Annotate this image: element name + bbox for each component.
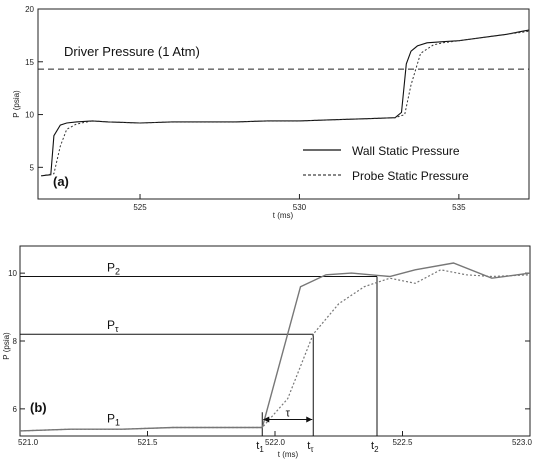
legend-probe-label: Probe Static Pressure	[352, 169, 469, 183]
panel-b-x-tick-label: 523.0	[512, 438, 533, 447]
panel-b-y-ticks: 6 8 10	[8, 269, 530, 414]
panel-a-y-tick-label: 5	[30, 163, 35, 172]
panel-b-probe-static-line	[19, 269, 531, 432]
panel-a-probe-static-line	[41, 30, 530, 177]
panel-b-x-tick-label: 521.0	[18, 438, 39, 447]
panel-b-x-axis-label: t (ms)	[278, 450, 299, 459]
panel-a-y-tick-label: 15	[25, 58, 34, 67]
panel-a-x-tick-label: 530	[293, 203, 307, 212]
time-mark-label: t1	[256, 440, 264, 454]
time-mark-label: t2	[371, 440, 379, 454]
panel-b-label: (b)	[30, 400, 47, 415]
tau-arrow-head-left	[263, 416, 270, 423]
panel-b-y-tick-label: 10	[8, 269, 17, 278]
panel-b-x-tick-label: 522.0	[265, 438, 286, 447]
time-mark-label: tτ	[307, 440, 314, 454]
legend: Wall Static Pressure Probe Static Pressu…	[303, 144, 469, 183]
level-label: P2	[107, 261, 120, 277]
panel-b-x-ticks: 521.0 521.5 522.0 522.5 523.0	[18, 431, 533, 447]
panel-a-x-ticks: 525 530 535	[133, 194, 466, 212]
panel-a-y-ticks: 5 10 15 20	[25, 5, 43, 172]
panel-a-label: (a)	[53, 174, 69, 189]
level-label: Pτ	[107, 318, 119, 334]
panel-a-x-axis-label: t (ms)	[273, 211, 294, 220]
panel-a-y-tick-label: 20	[25, 5, 34, 14]
legend-wall-label: Wall Static Pressure	[352, 144, 460, 158]
panel-b-level-lines: P2 Pτ P1 t1 tτ t2	[20, 261, 379, 454]
level-label: P1	[107, 412, 120, 428]
panel-a-x-tick-label: 535	[452, 203, 466, 212]
panel-a-frame	[37, 8, 530, 200]
panel-b-x-tick-label: 522.5	[392, 438, 413, 447]
panel-b-x-tick-label: 521.5	[137, 438, 158, 447]
panel-b-y-axis-label: P (psia)	[2, 332, 11, 360]
panel-b-y-tick-label: 8	[13, 337, 18, 346]
tau-interval: τ	[263, 408, 313, 423]
panel-b: 6 8 10 521.0 521.5 522.0 522.5 523.0 P2 Pτ P1 t1 t…	[2, 245, 533, 459]
panel-a: 5 10 15 20 525 530 535 Driver Pressure (1 Atm…	[12, 5, 530, 220]
tau-arrow-head-right	[306, 416, 313, 423]
panel-a-y-axis-label: P (psia)	[12, 90, 21, 118]
panel-b-y-tick-label: 6	[13, 405, 18, 414]
driver-pressure-label: Driver Pressure (1 Atm)	[64, 44, 200, 59]
panel-b-frame	[19, 245, 531, 437]
panel-a-y-tick-label: 10	[25, 111, 34, 120]
panel-a-x-tick-label: 525	[133, 203, 147, 212]
tau-label: τ	[286, 408, 291, 420]
panel-b-wall-static-line	[19, 262, 531, 432]
